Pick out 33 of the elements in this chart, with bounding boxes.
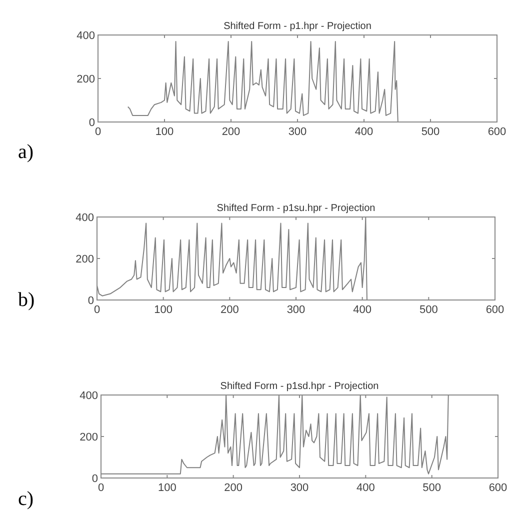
y-tick-label: 400 <box>76 30 95 42</box>
x-tick-label: 300 <box>290 482 309 494</box>
y-tick-label: 200 <box>80 432 98 444</box>
x-tick-label: 200 <box>220 304 239 316</box>
y-tick-label: 400 <box>76 212 94 224</box>
x-tick-label: 600 <box>488 482 508 494</box>
x-tick-label: 400 <box>354 126 374 138</box>
x-tick-label: 400 <box>356 482 375 494</box>
x-tick-label: 300 <box>286 304 306 316</box>
x-tick-label: 300 <box>288 126 307 138</box>
x-tick-label: 400 <box>353 304 372 316</box>
x-tick-label: 500 <box>419 304 438 316</box>
text: b) <box>18 289 35 311</box>
text: c) <box>18 488 34 510</box>
text: a) <box>18 141 34 163</box>
y-tick-label: 400 <box>80 390 98 402</box>
x-tick-label: 100 <box>155 126 174 138</box>
x-tick-label: 200 <box>222 126 240 138</box>
y-tick-label: 200 <box>76 254 94 266</box>
x-tick-label: 500 <box>422 482 442 494</box>
x-tick-label: 100 <box>154 304 173 316</box>
x-tick-label: 200 <box>224 482 243 494</box>
y-tick-label: 0 <box>88 117 95 129</box>
y-tick-label: 200 <box>76 74 95 86</box>
y-tick-label: 0 <box>88 295 94 307</box>
x-tick-label: 600 <box>488 126 506 138</box>
chart-title: Shifted Form - p1su.hpr - Projection <box>216 203 376 214</box>
x-tick-label: 600 <box>486 304 504 316</box>
chart-title: Shifted Form - p1sd.hpr - Projection <box>220 381 379 392</box>
y-tick-label: 0 <box>92 473 98 485</box>
x-tick-label: 100 <box>158 482 176 494</box>
chart-title: Shifted Form - p1.hpr - Projection <box>224 21 372 32</box>
x-tick-label: 500 <box>421 126 440 138</box>
